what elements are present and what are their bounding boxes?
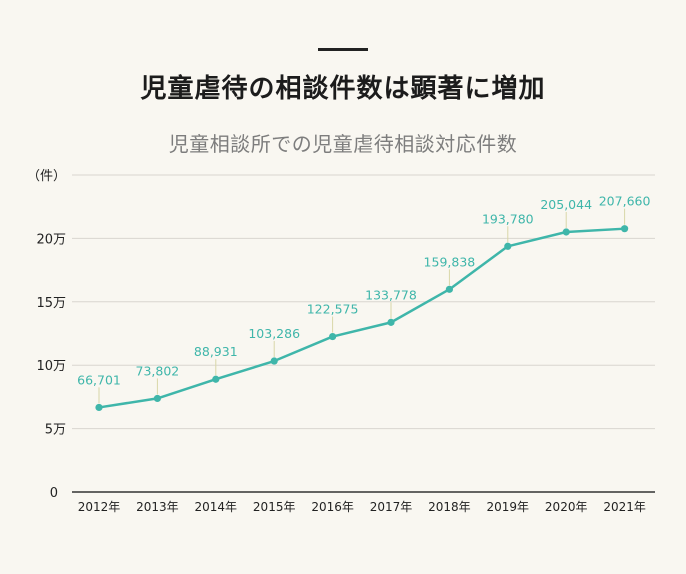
- data-point: [621, 225, 629, 233]
- x-tick-label: 2018年: [428, 500, 471, 514]
- x-tick-label: 2014年: [195, 500, 238, 514]
- data-point: [95, 403, 103, 412]
- x-tick-label: 2013年: [136, 500, 179, 514]
- x-tick-label: 2020年: [545, 500, 588, 514]
- y-tick-label: 15万: [36, 296, 66, 311]
- data-point: [270, 357, 278, 365]
- data-label: 88,931: [194, 344, 238, 359]
- title-accent-rule: [318, 48, 368, 51]
- x-tick-label: 2019年: [487, 500, 530, 514]
- data-label: 193,780: [482, 211, 534, 226]
- data-label: 73,802: [136, 363, 180, 378]
- series-line: [97, 227, 626, 409]
- data-point: [562, 228, 570, 236]
- y-tick-label: 5万: [45, 423, 66, 438]
- data-label: 133,778: [365, 287, 417, 302]
- data-point: [445, 285, 453, 293]
- y-tick-label: 20万: [36, 232, 66, 247]
- x-tick-label: 2015年: [253, 500, 296, 514]
- data-point: [212, 375, 220, 383]
- x-tick-label: 2012年: [78, 500, 121, 514]
- x-tick-label: 2016年: [311, 500, 354, 514]
- y-tick-label: 10万: [36, 359, 66, 374]
- data-label: 159,838: [424, 254, 476, 269]
- data-point: [387, 318, 395, 326]
- data-label: 207,660: [599, 194, 651, 209]
- data-point: [329, 332, 337, 341]
- data-label: 66,701: [77, 372, 121, 387]
- data-label: 205,044: [540, 197, 592, 212]
- x-tick-label: 2021年: [603, 500, 646, 514]
- data-label: 122,575: [307, 302, 359, 317]
- y-tick-label: 0: [50, 486, 58, 501]
- x-tick-label: 2017年: [370, 500, 413, 514]
- data-label: 103,286: [248, 326, 300, 341]
- chart-subtitle: 児童相談所での児童虐待相談対応件数: [168, 132, 518, 156]
- page-title: 児童虐待の相談件数は顕著に増加: [140, 74, 546, 104]
- y-tick-label: （件）: [27, 169, 66, 184]
- data-point: [153, 394, 161, 403]
- data-point: [504, 242, 512, 250]
